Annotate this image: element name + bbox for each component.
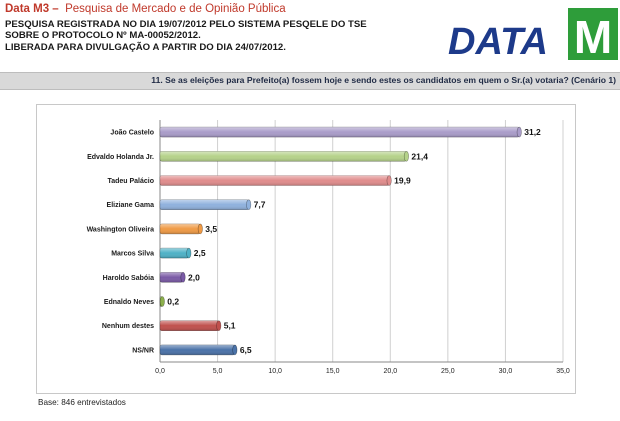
bar-cap xyxy=(180,271,186,283)
bar-shade xyxy=(160,272,184,283)
value-label: 2,0 xyxy=(188,272,200,282)
bar-cap xyxy=(216,320,222,332)
x-tick-label: 5,0 xyxy=(213,368,223,375)
datam-logo: DATA M xyxy=(448,8,618,60)
category-label: Haroldo Sabóia xyxy=(103,275,154,282)
bar-shade xyxy=(160,175,390,186)
bar-cap xyxy=(246,199,252,210)
category-label: Tadeu Palácio xyxy=(107,178,154,185)
value-label: 31,2 xyxy=(524,127,541,137)
category-label: NS/NR xyxy=(132,347,154,354)
bar-shade xyxy=(160,344,235,355)
category-label: Nenhum destes xyxy=(102,323,154,330)
question-bar: 11. Se as eleições para Prefeito(a) foss… xyxy=(0,72,620,90)
category-label: Ednaldo Neves xyxy=(104,299,154,306)
value-label: 0,2 xyxy=(167,297,179,307)
bar-shade xyxy=(160,320,219,331)
header-title-brand: Data M3 – xyxy=(5,3,59,15)
header-title-rest: Pesquisa de Mercado e de Opinião Pública xyxy=(65,3,286,15)
logo-mark: M xyxy=(574,11,612,60)
bar-cap xyxy=(232,344,238,356)
value-label: 21,4 xyxy=(411,151,428,161)
bar-cap xyxy=(186,247,192,259)
x-tick-label: 0,0 xyxy=(155,368,165,375)
category-label: Edvaldo Holanda Jr. xyxy=(87,154,154,161)
bar-cap xyxy=(403,151,409,162)
question-text: 11. Se as eleições para Prefeito(a) foss… xyxy=(151,75,616,85)
value-label: 7,7 xyxy=(254,200,266,210)
bar-cap xyxy=(159,296,165,307)
value-label: 2,5 xyxy=(194,248,206,258)
value-label: 5,1 xyxy=(224,321,236,331)
bar-cap xyxy=(386,175,392,186)
bar-shade xyxy=(160,223,201,234)
x-tick-label: 15,0 xyxy=(326,368,340,375)
value-label: 19,9 xyxy=(394,176,411,186)
category-label: Eliziane Gama xyxy=(107,202,155,209)
bar-shade xyxy=(160,199,249,210)
category-label: Washington Oliveira xyxy=(87,226,155,233)
value-label: 3,5 xyxy=(205,224,217,234)
header-title: Data M3 – Pesquisa de Mercado e de Opini… xyxy=(5,3,286,15)
header-line-1: PESQUISA REGISTRADA NO DIA 19/07/2012 PE… xyxy=(5,19,367,30)
bar-cap xyxy=(516,126,522,138)
x-tick-label: 30,0 xyxy=(499,368,513,375)
x-tick-label: 35,0 xyxy=(556,368,570,375)
category-label: João Castelo xyxy=(110,130,154,137)
bar-shade xyxy=(160,127,520,138)
bar-shade xyxy=(160,151,407,162)
x-tick-label: 10,0 xyxy=(268,368,282,375)
logo-text: DATA xyxy=(448,21,548,60)
value-label: 6,5 xyxy=(240,345,252,355)
header-line-2: SOBRE O PROTOCOLO Nº MA-00052/2012. xyxy=(5,30,201,41)
x-tick-label: 20,0 xyxy=(383,368,397,375)
header-line-3: LIBERADA PARA DIVULGAÇÃO A PARTIR DO DIA… xyxy=(5,42,286,53)
category-label: Marcos Silva xyxy=(111,251,154,258)
x-tick-label: 25,0 xyxy=(441,368,455,375)
bar-cap xyxy=(197,223,203,235)
base-note: Base: 846 entrevistados xyxy=(38,398,126,407)
logo-mark-bg xyxy=(568,8,618,60)
bar-shade xyxy=(160,248,189,259)
